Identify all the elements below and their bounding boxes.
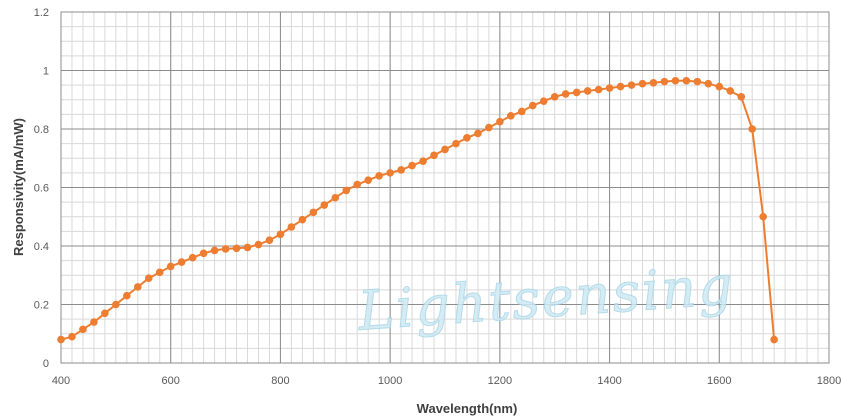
data-point bbox=[320, 201, 329, 209]
data-point bbox=[112, 300, 120, 309]
x-tick-label: 1800 bbox=[817, 375, 841, 387]
data-point bbox=[166, 262, 175, 271]
x-tick-label: 400 bbox=[52, 375, 70, 387]
data-point bbox=[265, 236, 274, 244]
data-point bbox=[123, 291, 131, 300]
data-point bbox=[375, 172, 383, 180]
x-tick-label: 1000 bbox=[378, 375, 402, 387]
data-point bbox=[583, 87, 592, 95]
data-point bbox=[430, 151, 438, 160]
data-point bbox=[254, 240, 263, 249]
data-point bbox=[452, 139, 460, 148]
y-tick-label: 0.8 bbox=[34, 124, 49, 136]
data-point bbox=[704, 79, 713, 88]
x-tick-labels: 400 600 800 1000 1200 1400 1600 1800 bbox=[52, 375, 841, 387]
data-point bbox=[693, 77, 702, 86]
data-point bbox=[507, 112, 515, 120]
y-tick-label: 0 bbox=[43, 358, 49, 370]
data-point bbox=[715, 82, 724, 91]
data-point bbox=[726, 87, 735, 95]
x-tick-label: 800 bbox=[271, 375, 289, 387]
data-point bbox=[605, 84, 614, 92]
data-point bbox=[528, 101, 537, 110]
data-point bbox=[539, 97, 548, 106]
data-point bbox=[287, 223, 296, 231]
data-point bbox=[232, 244, 241, 253]
data-point bbox=[90, 318, 98, 326]
data-point bbox=[276, 230, 285, 239]
y-tick-label: 0.4 bbox=[34, 241, 49, 253]
data-point bbox=[737, 93, 746, 101]
data-point bbox=[68, 332, 76, 341]
data-point bbox=[397, 166, 405, 174]
data-point bbox=[144, 274, 153, 282]
y-tick-label: 0.2 bbox=[34, 300, 49, 312]
data-point bbox=[561, 90, 570, 98]
data-point bbox=[243, 243, 252, 252]
data-point bbox=[155, 268, 164, 277]
data-point bbox=[441, 145, 449, 154]
data-point bbox=[474, 129, 482, 138]
data-point bbox=[298, 215, 307, 224]
data-point bbox=[353, 180, 362, 189]
data-point bbox=[79, 325, 87, 334]
data-point bbox=[638, 79, 647, 88]
data-point bbox=[518, 107, 526, 116]
data-point bbox=[660, 77, 669, 86]
series-layer bbox=[57, 76, 778, 344]
data-point bbox=[671, 76, 680, 85]
major-gridlines bbox=[60, 11, 830, 364]
data-point bbox=[616, 82, 625, 91]
data-point bbox=[419, 157, 427, 165]
data-point bbox=[309, 208, 318, 217]
data-point bbox=[463, 133, 471, 142]
data-point bbox=[748, 125, 756, 133]
data-point bbox=[594, 85, 603, 94]
data-point bbox=[364, 176, 373, 184]
data-point bbox=[134, 283, 142, 291]
data-point bbox=[759, 212, 767, 221]
y-tick-label: 1 bbox=[43, 66, 49, 78]
data-point bbox=[331, 193, 340, 202]
x-axis-title: Wavelength(nm) bbox=[417, 401, 518, 416]
y-axis-title: Responsivity(mA/mW) bbox=[11, 118, 26, 256]
data-point bbox=[770, 335, 778, 344]
data-point bbox=[177, 258, 186, 266]
x-tick-label: 1600 bbox=[707, 375, 731, 387]
data-point bbox=[188, 253, 197, 262]
data-point bbox=[496, 117, 504, 126]
data-point bbox=[485, 123, 493, 132]
data-point bbox=[649, 78, 658, 87]
y-tick-label: 1.2 bbox=[34, 7, 49, 19]
y-tick-label: 0.6 bbox=[34, 183, 49, 195]
plot-area-border bbox=[60, 11, 830, 364]
data-point bbox=[210, 246, 219, 255]
data-point bbox=[682, 76, 691, 85]
data-point bbox=[199, 249, 208, 258]
x-tick-label: 600 bbox=[162, 375, 180, 387]
data-point bbox=[572, 88, 581, 97]
data-point bbox=[408, 161, 416, 170]
data-point bbox=[101, 309, 109, 318]
x-tick-label: 1400 bbox=[597, 375, 621, 387]
data-point bbox=[550, 93, 559, 101]
y-tick-labels: 0 0.2 0.4 0.6 0.8 1 1.2 bbox=[34, 7, 49, 370]
x-tick-label: 1200 bbox=[488, 375, 512, 387]
data-point bbox=[386, 169, 394, 177]
data-point bbox=[342, 186, 351, 195]
data-point bbox=[221, 245, 230, 253]
data-point bbox=[57, 335, 65, 344]
data-point bbox=[627, 81, 636, 89]
